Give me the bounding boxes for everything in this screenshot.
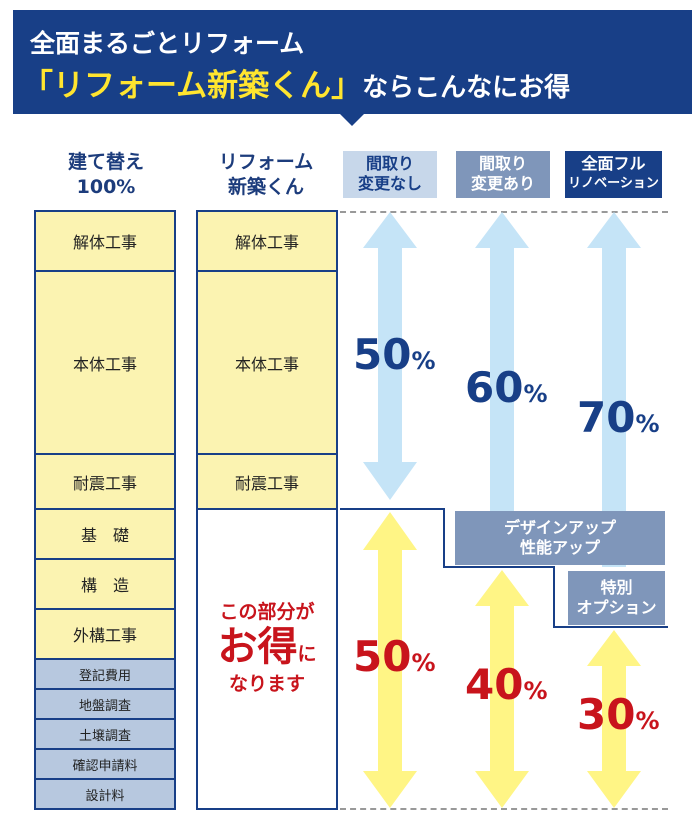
rebuild-fee: 登記費用 xyxy=(34,658,176,690)
saving-percent-unit: % xyxy=(523,677,548,705)
cost-percent-value: 60 xyxy=(465,363,524,412)
option-design-line1: デザインアップ xyxy=(503,518,616,537)
cost-arrow-change xyxy=(475,212,529,511)
saving-percent-value: 30 xyxy=(577,690,636,739)
tag-full-renovation: 全面フル リノベーション xyxy=(565,151,662,198)
bottom-guide-line xyxy=(340,808,668,810)
cost-percent-no-change: 50% xyxy=(353,330,436,379)
rebuild-item: 耐震工事 xyxy=(34,453,176,510)
cost-percent-full: 70% xyxy=(577,393,660,442)
col-header-rebuild-line1: 建て替え xyxy=(67,151,144,173)
saving-arrow-no-change xyxy=(363,512,417,808)
col-header-rebuild-line2: 100% xyxy=(76,176,136,198)
saving-percent-value: 50 xyxy=(353,632,412,681)
option-design-line2: 性能アップ xyxy=(519,538,600,557)
option-design-box: デザインアップ 性能アップ xyxy=(455,511,665,565)
saving-percent-unit: % xyxy=(411,649,436,677)
kun-item: 耐震工事 xyxy=(196,453,338,510)
top-guide-line xyxy=(340,211,668,213)
saving-percent-value: 40 xyxy=(465,660,524,709)
saving-percent-unit: % xyxy=(635,707,660,735)
savings-note-small: に xyxy=(297,643,317,665)
step-line xyxy=(340,508,668,628)
rebuild-item: 構 造 xyxy=(34,558,176,610)
rebuild-item: 本体工事 xyxy=(34,270,176,455)
kun-item: 解体工事 xyxy=(196,210,338,272)
tag-plan-change-line2: 変更あり xyxy=(470,174,535,193)
tag-plan-no-change-line1: 間取り xyxy=(365,154,414,173)
savings-note-big1: お xyxy=(217,624,258,670)
cost-percent-change: 60% xyxy=(465,363,548,412)
cost-percent-value: 50 xyxy=(353,330,412,379)
header-pointer xyxy=(339,113,365,126)
col-header-kun-line2: 新築くん xyxy=(227,176,304,198)
rebuild-fee: 地盤調査 xyxy=(34,688,176,720)
tag-plan-no-change: 間取り 変更なし xyxy=(343,151,437,198)
savings-note-big2: 得 xyxy=(257,624,298,670)
option-special-line2: オプション xyxy=(576,598,657,617)
cost-percent-unit: % xyxy=(411,347,436,375)
savings-note-line1: この部分が xyxy=(219,601,315,623)
tag-full-renovation-line2: リノベーション xyxy=(568,176,659,191)
header-banner xyxy=(13,10,692,114)
rebuild-fee: 設計料 xyxy=(34,778,176,810)
tag-plan-no-change-line2: 変更なし xyxy=(357,174,422,193)
col-header-kun-line1: リフォーム xyxy=(218,151,314,173)
header-line2: 「リフォーム新築くん」ならこんなにお得 xyxy=(22,60,570,105)
rebuild-item: 外構工事 xyxy=(34,608,176,660)
option-special-line1: 特別 xyxy=(600,578,633,597)
rebuild-item: 解体工事 xyxy=(34,210,176,272)
savings-area xyxy=(196,508,338,810)
header-product-name: 「リフォーム新築くん」 xyxy=(22,68,363,104)
saving-percent-change: 40% xyxy=(465,660,548,709)
cost-percent-unit: % xyxy=(523,380,548,408)
cost-arrow-no-change xyxy=(363,212,417,500)
saving-percent-no-change: 50% xyxy=(353,632,436,681)
header-line1: 全面まるごとリフォーム xyxy=(30,29,305,58)
cost-percent-unit: % xyxy=(635,410,660,438)
option-special-box: 特別 オプション xyxy=(568,571,665,625)
cost-percent-value: 70 xyxy=(577,393,636,442)
tag-plan-change: 間取り 変更あり xyxy=(456,151,550,198)
saving-arrow-change xyxy=(475,570,529,808)
savings-note-line3: なります xyxy=(228,673,305,695)
col-header-rebuild: 建て替え 100% xyxy=(36,150,176,200)
savings-note-line2: お得に xyxy=(196,624,338,678)
rebuild-item: 基 礎 xyxy=(34,508,176,560)
kun-item: 本体工事 xyxy=(196,270,338,455)
saving-arrow-full xyxy=(587,630,641,808)
tag-plan-change-line1: 間取り xyxy=(478,154,527,173)
cost-arrow-full xyxy=(587,212,641,567)
col-header-kun: リフォーム 新築くん xyxy=(196,150,336,200)
tag-full-renovation-line1: 全面フル xyxy=(581,154,646,173)
header-line2-rest: ならこんなにお得 xyxy=(362,73,571,103)
saving-percent-full: 30% xyxy=(577,690,660,739)
